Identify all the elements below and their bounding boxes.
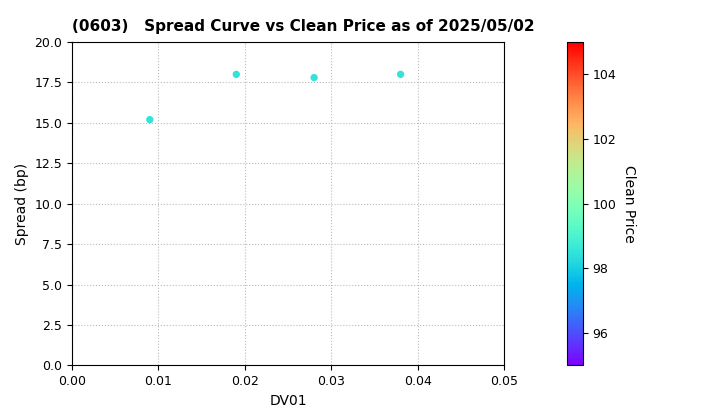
Point: [395, 71, 406, 78]
Point: [230, 71, 242, 78]
Text: (0603)   Spread Curve vs Clean Price as of 2025/05/02: (0603) Spread Curve vs Clean Price as of…: [72, 19, 535, 34]
Point: [308, 74, 320, 81]
Y-axis label: Spread (bp): Spread (bp): [15, 163, 29, 245]
X-axis label: DV01: DV01: [269, 394, 307, 408]
Point: [144, 116, 156, 123]
Y-axis label: Clean Price: Clean Price: [622, 165, 636, 243]
